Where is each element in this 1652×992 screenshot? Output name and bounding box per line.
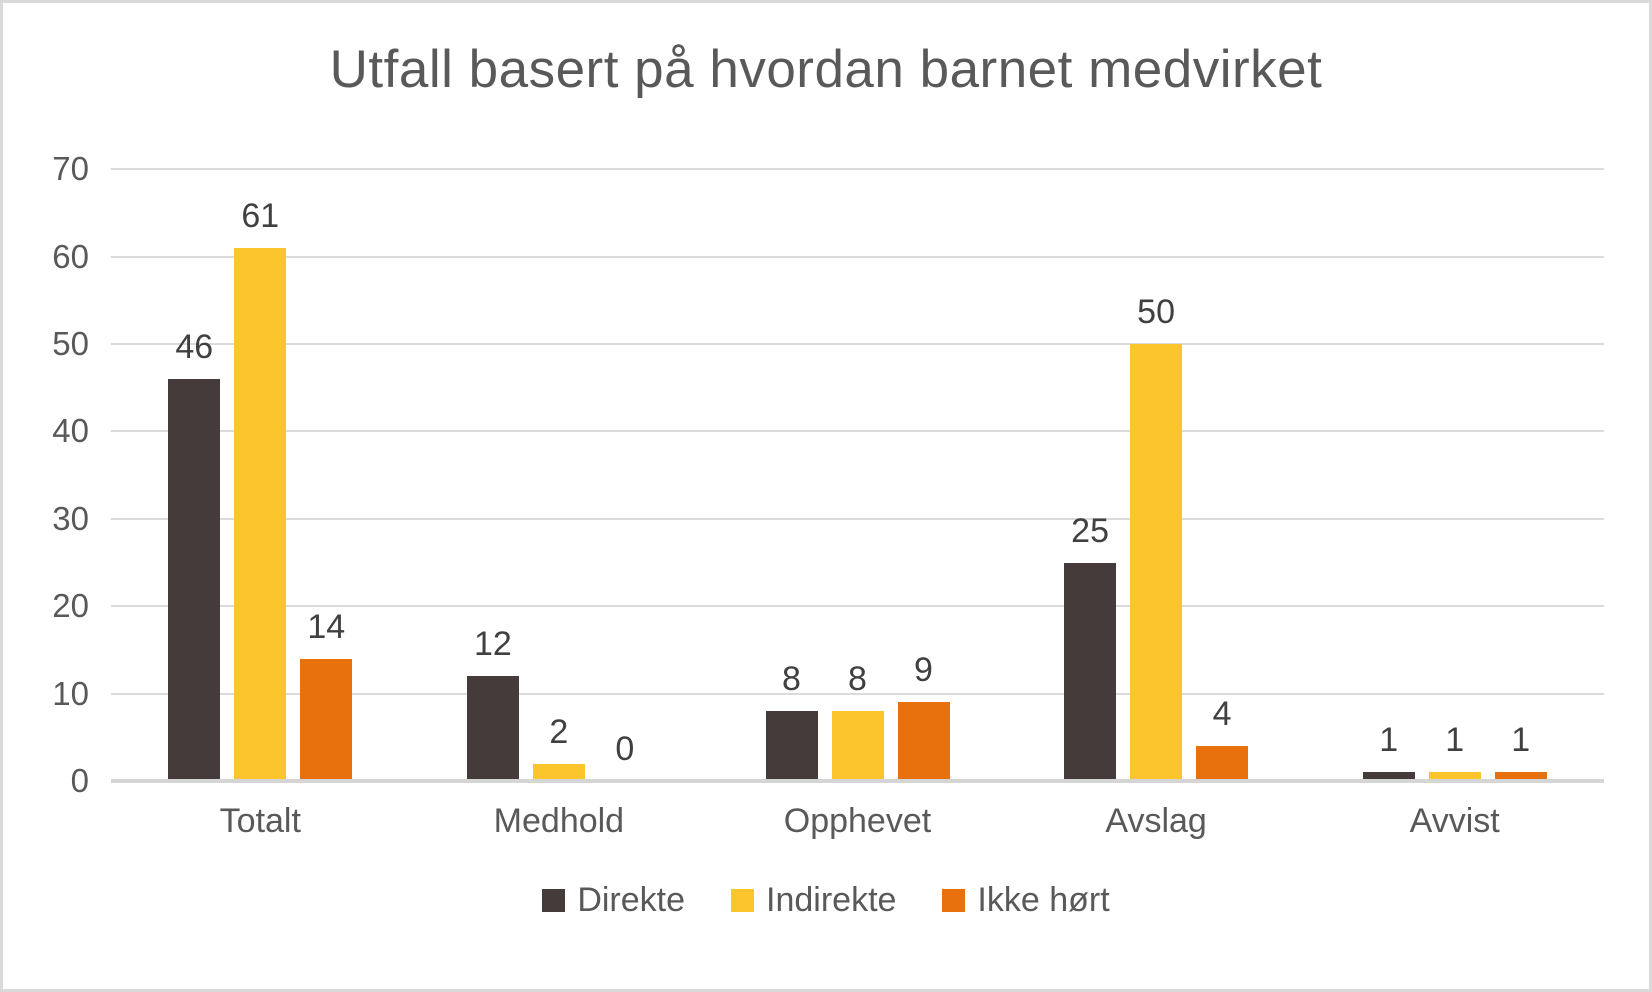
bar-indirekte-opphevet xyxy=(831,711,884,781)
bar-indirekte-avvist xyxy=(1428,772,1481,781)
y-axis-tick-0: 0 xyxy=(70,762,89,799)
y-axis-tick-10: 10 xyxy=(52,674,89,712)
data-label: 25 xyxy=(1071,511,1109,550)
bar-indirekte-avslag xyxy=(1130,344,1183,781)
legend-swatch-icon xyxy=(542,888,566,912)
legend-swatch-icon xyxy=(942,888,966,912)
x-axis-category-opphevet: Opphevet xyxy=(783,802,932,840)
bar-direkte-medhold xyxy=(466,676,519,781)
data-label: 61 xyxy=(241,196,280,235)
legend-item-indirekte: Indirekte xyxy=(731,879,896,921)
data-label: 0 xyxy=(615,730,635,768)
bar-ikke-hørt-totalt xyxy=(300,658,353,781)
x-axis-category-avvist: Avvist xyxy=(1409,802,1500,840)
x-axis-category-avslag: Avslag xyxy=(1105,802,1207,840)
legend-label: Ikke hørt xyxy=(977,881,1110,919)
data-label: 46 xyxy=(175,327,214,366)
legend-label: Direkte xyxy=(577,881,686,919)
gridline-30 xyxy=(111,517,1604,520)
gridline-20 xyxy=(111,605,1604,608)
gridline-50 xyxy=(111,343,1604,345)
legend-label: Indirekte xyxy=(766,881,897,919)
data-label: 12 xyxy=(473,625,512,664)
data-label: 1 xyxy=(1379,721,1399,760)
y-axis-tick-20: 20 xyxy=(52,587,89,625)
bar-ikke-hørt-avvist xyxy=(1494,772,1547,781)
legend-item-ikke-hørt: Ikke hørt xyxy=(942,879,1110,921)
bar-ikke-hørt-avslag xyxy=(1196,746,1249,781)
x-axis-category-medhold: Medhold xyxy=(493,802,625,840)
bar-direkte-opphevet xyxy=(765,711,818,781)
data-label: 1 xyxy=(1445,721,1465,760)
data-label: 4 xyxy=(1212,695,1232,734)
y-axis-tick-30: 30 xyxy=(52,499,89,537)
bar-direkte-avslag xyxy=(1064,562,1117,781)
data-label: 8 xyxy=(848,660,867,699)
data-label: 8 xyxy=(782,660,801,699)
gridline-10 xyxy=(111,692,1604,695)
gridline-40 xyxy=(111,430,1604,433)
data-label: 1 xyxy=(1511,721,1531,760)
bar-ikke-hørt-opphevet xyxy=(897,702,950,781)
bar-indirekte-medhold xyxy=(532,763,585,781)
x-axis-line xyxy=(111,779,1604,783)
legend: Direkte Indirekte Ikke hørt xyxy=(3,879,1649,921)
y-axis-tick-50: 50 xyxy=(52,325,89,362)
x-axis-category-totalt: Totalt xyxy=(219,802,301,840)
data-label: 2 xyxy=(549,712,569,751)
bar-direkte-totalt xyxy=(168,378,221,781)
y-axis-tick-40: 40 xyxy=(52,412,89,450)
gridline-60 xyxy=(111,255,1604,258)
y-axis-tick-70: 70 xyxy=(52,150,89,188)
chart-title: Utfall basert på hvordan barnet medvirke… xyxy=(329,40,1323,99)
data-label: 14 xyxy=(307,607,346,646)
plot-area: 0 10 20 30 40 50 60 70 46 61 14 Totalt 12 2 0 Medhold 8 8… xyxy=(3,3,1649,989)
data-label: 9 xyxy=(914,651,933,690)
legend-swatch-icon xyxy=(731,888,755,912)
bar-direkte-avvist xyxy=(1362,772,1415,781)
gridline-70 xyxy=(111,168,1604,171)
data-label: 50 xyxy=(1137,293,1175,331)
legend-item-direkte: Direkte xyxy=(542,879,685,921)
bar-indirekte-totalt xyxy=(234,247,287,781)
y-axis-tick-60: 60 xyxy=(52,237,89,275)
